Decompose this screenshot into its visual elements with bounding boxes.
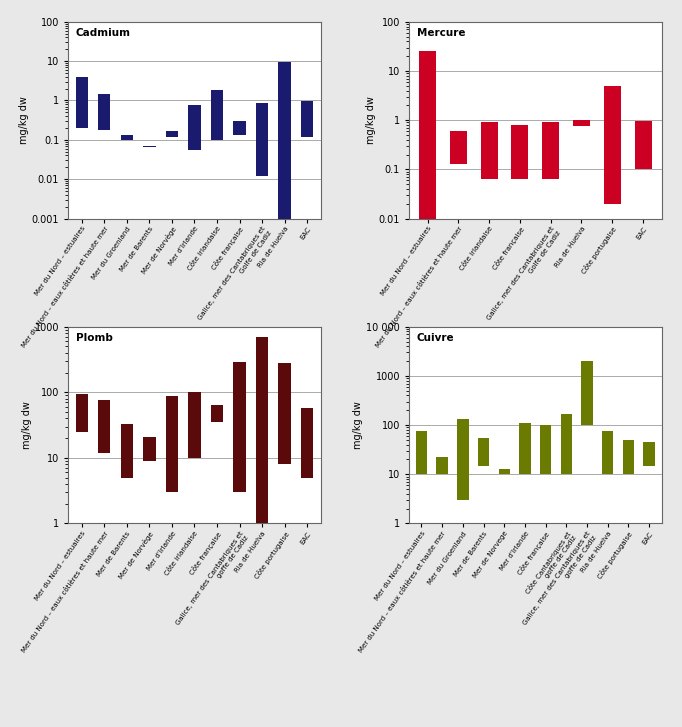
Bar (301, 408, 313, 478)
Y-axis label: mg/kg dw: mg/kg dw (22, 401, 32, 449)
Y-axis label: mg/kg dw: mg/kg dw (353, 401, 364, 449)
Bar (436, 457, 448, 474)
Bar (166, 131, 178, 137)
Bar (540, 425, 551, 474)
Bar (256, 337, 268, 523)
Bar (478, 438, 489, 465)
Bar (643, 442, 655, 465)
Bar (211, 90, 223, 140)
Bar (121, 424, 133, 478)
Bar (98, 94, 110, 130)
Bar (188, 105, 201, 150)
Bar (542, 122, 559, 179)
Text: Cadmium: Cadmium (76, 28, 131, 38)
Bar (166, 396, 178, 492)
Bar (450, 131, 466, 164)
Bar (481, 122, 498, 179)
Bar (561, 414, 572, 474)
Bar (233, 362, 246, 492)
Bar (634, 121, 651, 169)
Bar (188, 393, 201, 458)
Bar (76, 77, 88, 128)
Text: Plomb: Plomb (76, 333, 113, 342)
Bar (278, 363, 291, 465)
Bar (98, 401, 110, 453)
Bar (499, 469, 510, 474)
Bar (512, 125, 529, 179)
Bar (457, 419, 469, 500)
Bar (76, 394, 88, 432)
Bar (416, 431, 427, 474)
Bar (581, 361, 593, 425)
Bar (604, 86, 621, 204)
Bar (301, 101, 313, 137)
Y-axis label: mg/kg dw: mg/kg dw (19, 96, 29, 144)
Bar (143, 146, 155, 147)
Bar (211, 404, 223, 422)
Bar (233, 121, 246, 135)
Bar (623, 440, 634, 474)
Bar (143, 437, 155, 461)
Text: Mercure: Mercure (417, 28, 465, 38)
Bar (602, 431, 613, 474)
Bar (121, 135, 133, 140)
Bar (573, 120, 590, 126)
Y-axis label: mg/kg dw: mg/kg dw (366, 96, 376, 144)
Bar (256, 103, 268, 176)
Bar (278, 62, 291, 219)
Bar (519, 423, 531, 474)
Bar (419, 52, 436, 219)
Text: Cuivre: Cuivre (417, 333, 454, 342)
